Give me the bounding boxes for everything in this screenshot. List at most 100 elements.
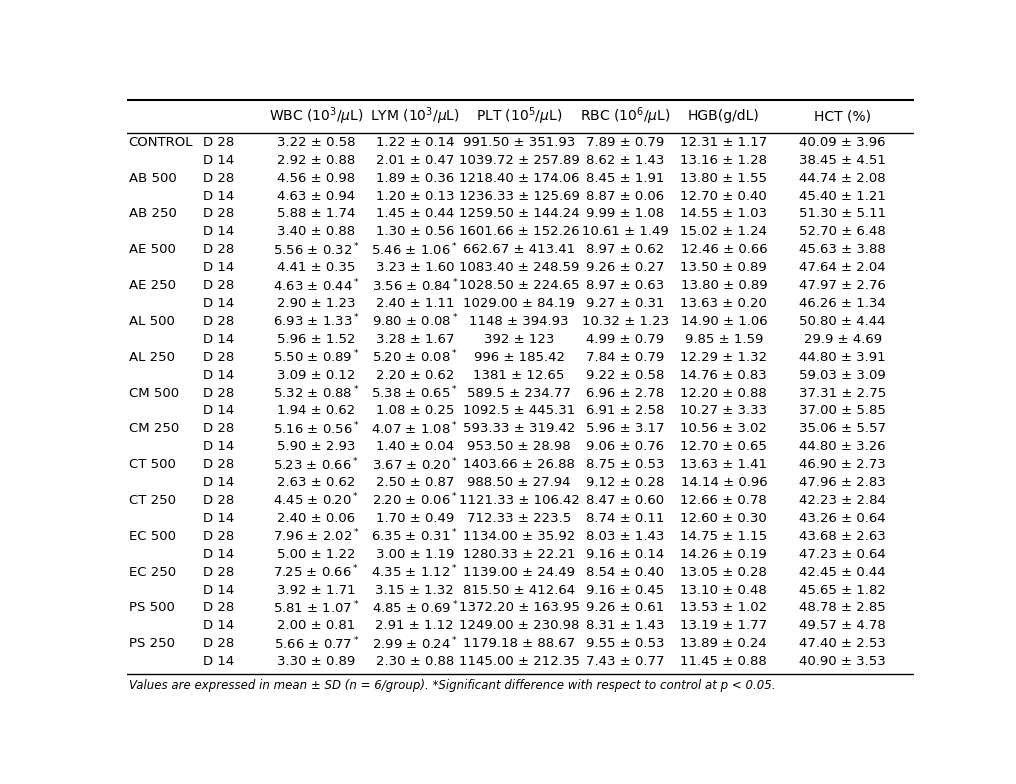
Text: 44.80 ± 3.26: 44.80 ± 3.26 <box>800 441 886 453</box>
Text: AL 500: AL 500 <box>129 315 175 328</box>
Text: D 14: D 14 <box>202 405 234 417</box>
Text: 2.91 ± 1.12: 2.91 ± 1.12 <box>376 619 454 633</box>
Text: 13.53 ± 1.02: 13.53 ± 1.02 <box>681 601 767 615</box>
Text: 10.56 ± 3.02: 10.56 ± 3.02 <box>681 423 767 435</box>
Text: D 28: D 28 <box>202 458 234 471</box>
Text: 1092.5 ± 445.31: 1092.5 ± 445.31 <box>463 405 575 417</box>
Text: 7.43 ± 0.77: 7.43 ± 0.77 <box>586 655 664 668</box>
Text: D 28: D 28 <box>202 565 234 579</box>
Text: D 14: D 14 <box>202 297 234 310</box>
Text: 1.45 ± 0.44: 1.45 ± 0.44 <box>376 208 454 220</box>
Text: 5.96 ± 3.17: 5.96 ± 3.17 <box>586 423 664 435</box>
Text: 44.80 ± 3.91: 44.80 ± 3.91 <box>800 350 886 364</box>
Text: HCT (%): HCT (%) <box>814 110 872 123</box>
Text: D 28: D 28 <box>202 315 234 328</box>
Text: 47.40 ± 2.53: 47.40 ± 2.53 <box>800 637 886 650</box>
Text: 1028.50 ± 224.65: 1028.50 ± 224.65 <box>459 279 579 292</box>
Text: 12.60 ± 0.30: 12.60 ± 0.30 <box>681 512 767 524</box>
Text: 2.92 ± 0.88: 2.92 ± 0.88 <box>277 154 356 167</box>
Text: 3.28 ± 1.67: 3.28 ± 1.67 <box>376 332 454 346</box>
Text: 10.61 ± 1.49: 10.61 ± 1.49 <box>582 225 669 238</box>
Text: 7.89 ± 0.79: 7.89 ± 0.79 <box>586 136 664 149</box>
Text: 1.30 ± 0.56: 1.30 ± 0.56 <box>376 225 454 238</box>
Text: PS 250: PS 250 <box>129 637 175 650</box>
Text: D 14: D 14 <box>202 548 234 561</box>
Text: 13.50 ± 0.89: 13.50 ± 0.89 <box>681 261 767 274</box>
Text: 37.00 ± 5.85: 37.00 ± 5.85 <box>800 405 886 417</box>
Text: 40.09 ± 3.96: 40.09 ± 3.96 <box>800 136 886 149</box>
Text: 42.45 ± 0.44: 42.45 ± 0.44 <box>800 565 886 579</box>
Text: 38.45 ± 4.51: 38.45 ± 4.51 <box>800 154 886 167</box>
Text: 13.63 ± 0.20: 13.63 ± 0.20 <box>681 297 767 310</box>
Text: 593.33 ± 319.42: 593.33 ± 319.42 <box>463 423 575 435</box>
Text: 2.63 ± 0.62: 2.63 ± 0.62 <box>277 476 356 489</box>
Text: 5.96 ± 1.52: 5.96 ± 1.52 <box>277 332 356 346</box>
Text: D 28: D 28 <box>202 387 234 400</box>
Text: RBC (10$^6$/$\mu$L): RBC (10$^6$/$\mu$L) <box>580 106 671 127</box>
Text: 4.07 ± 1.08$^*$: 4.07 ± 1.08$^*$ <box>372 420 458 437</box>
Text: 14.90 ± 1.06: 14.90 ± 1.06 <box>681 315 767 328</box>
Text: 5.38 ± 0.65$^*$: 5.38 ± 0.65$^*$ <box>372 385 458 401</box>
Text: D 14: D 14 <box>202 655 234 668</box>
Text: 4.35 ± 1.12$^*$: 4.35 ± 1.12$^*$ <box>372 564 458 580</box>
Text: 2.30 ± 0.88: 2.30 ± 0.88 <box>376 655 454 668</box>
Text: 9.27 ± 0.31: 9.27 ± 0.31 <box>586 297 664 310</box>
Text: 44.74 ± 2.08: 44.74 ± 2.08 <box>800 172 886 184</box>
Text: CM 500: CM 500 <box>129 387 179 400</box>
Text: D 28: D 28 <box>202 279 234 292</box>
Text: 4.63 ± 0.44$^*$: 4.63 ± 0.44$^*$ <box>273 278 360 294</box>
Text: 5.20 ± 0.08$^*$: 5.20 ± 0.08$^*$ <box>372 349 458 365</box>
Text: 8.54 ± 0.40: 8.54 ± 0.40 <box>586 565 664 579</box>
Text: 1259.50 ± 144.24: 1259.50 ± 144.24 <box>459 208 579 220</box>
Text: D 14: D 14 <box>202 261 234 274</box>
Text: 3.67 ± 0.20$^*$: 3.67 ± 0.20$^*$ <box>372 456 458 473</box>
Text: 13.80 ± 0.89: 13.80 ± 0.89 <box>681 279 767 292</box>
Text: 1029.00 ± 84.19: 1029.00 ± 84.19 <box>463 297 575 310</box>
Text: 662.67 ± 413.41: 662.67 ± 413.41 <box>463 243 575 256</box>
Text: 6.93 ± 1.33$^*$: 6.93 ± 1.33$^*$ <box>273 313 360 329</box>
Text: 5.46 ± 1.06$^*$: 5.46 ± 1.06$^*$ <box>372 241 458 258</box>
Text: D 14: D 14 <box>202 190 234 202</box>
Text: 1179.18 ± 88.67: 1179.18 ± 88.67 <box>463 637 575 650</box>
Text: 815.50 ± 412.64: 815.50 ± 412.64 <box>463 583 575 597</box>
Text: 1083.40 ± 248.59: 1083.40 ± 248.59 <box>459 261 579 274</box>
Text: 7.96 ± 2.02$^*$: 7.96 ± 2.02$^*$ <box>273 528 360 545</box>
Text: 12.31 ± 1.17: 12.31 ± 1.17 <box>681 136 767 149</box>
Text: 12.70 ± 0.65: 12.70 ± 0.65 <box>681 441 767 453</box>
Text: PLT (10$^5$/$\mu$L): PLT (10$^5$/$\mu$L) <box>477 106 562 127</box>
Text: 991.50 ± 351.93: 991.50 ± 351.93 <box>463 136 575 149</box>
Text: D 28: D 28 <box>202 530 234 543</box>
Text: 9.85 ± 1.59: 9.85 ± 1.59 <box>685 332 763 346</box>
Text: HGB(g/dL): HGB(g/dL) <box>688 110 760 123</box>
Text: AB 250: AB 250 <box>129 208 177 220</box>
Text: 6.35 ± 0.31$^*$: 6.35 ± 0.31$^*$ <box>372 528 458 545</box>
Text: 48.78 ± 2.85: 48.78 ± 2.85 <box>800 601 886 615</box>
Text: 9.12 ± 0.28: 9.12 ± 0.28 <box>586 476 664 489</box>
Text: 40.90 ± 3.53: 40.90 ± 3.53 <box>800 655 886 668</box>
Text: D 14: D 14 <box>202 583 234 597</box>
Text: 46.26 ± 1.34: 46.26 ± 1.34 <box>800 297 886 310</box>
Text: 12.29 ± 1.32: 12.29 ± 1.32 <box>681 350 767 364</box>
Text: 1601.66 ± 152.26: 1601.66 ± 152.26 <box>459 225 579 238</box>
Text: CONTROL: CONTROL <box>129 136 193 149</box>
Text: 12.46 ± 0.66: 12.46 ± 0.66 <box>681 243 767 256</box>
Text: 996 ± 185.42: 996 ± 185.42 <box>473 350 565 364</box>
Text: D 14: D 14 <box>202 441 234 453</box>
Text: D 14: D 14 <box>202 332 234 346</box>
Text: 9.99 ± 1.08: 9.99 ± 1.08 <box>586 208 664 220</box>
Text: 4.99 ± 0.79: 4.99 ± 0.79 <box>586 332 664 346</box>
Text: D 28: D 28 <box>202 172 234 184</box>
Text: D 14: D 14 <box>202 476 234 489</box>
Text: 13.16 ± 1.28: 13.16 ± 1.28 <box>681 154 767 167</box>
Text: 3.92 ± 1.71: 3.92 ± 1.71 <box>277 583 356 597</box>
Text: 1218.40 ± 174.06: 1218.40 ± 174.06 <box>459 172 579 184</box>
Text: D 28: D 28 <box>202 350 234 364</box>
Text: 9.16 ± 0.45: 9.16 ± 0.45 <box>586 583 664 597</box>
Text: 3.56 ± 0.84$^*$: 3.56 ± 0.84$^*$ <box>372 278 458 294</box>
Text: D 14: D 14 <box>202 368 234 382</box>
Text: 12.66 ± 0.78: 12.66 ± 0.78 <box>681 494 767 507</box>
Text: 14.75 ± 1.15: 14.75 ± 1.15 <box>681 530 767 543</box>
Text: 37.31 ± 2.75: 37.31 ± 2.75 <box>800 387 886 400</box>
Text: 3.15 ± 1.32: 3.15 ± 1.32 <box>376 583 454 597</box>
Text: 45.65 ± 1.82: 45.65 ± 1.82 <box>800 583 886 597</box>
